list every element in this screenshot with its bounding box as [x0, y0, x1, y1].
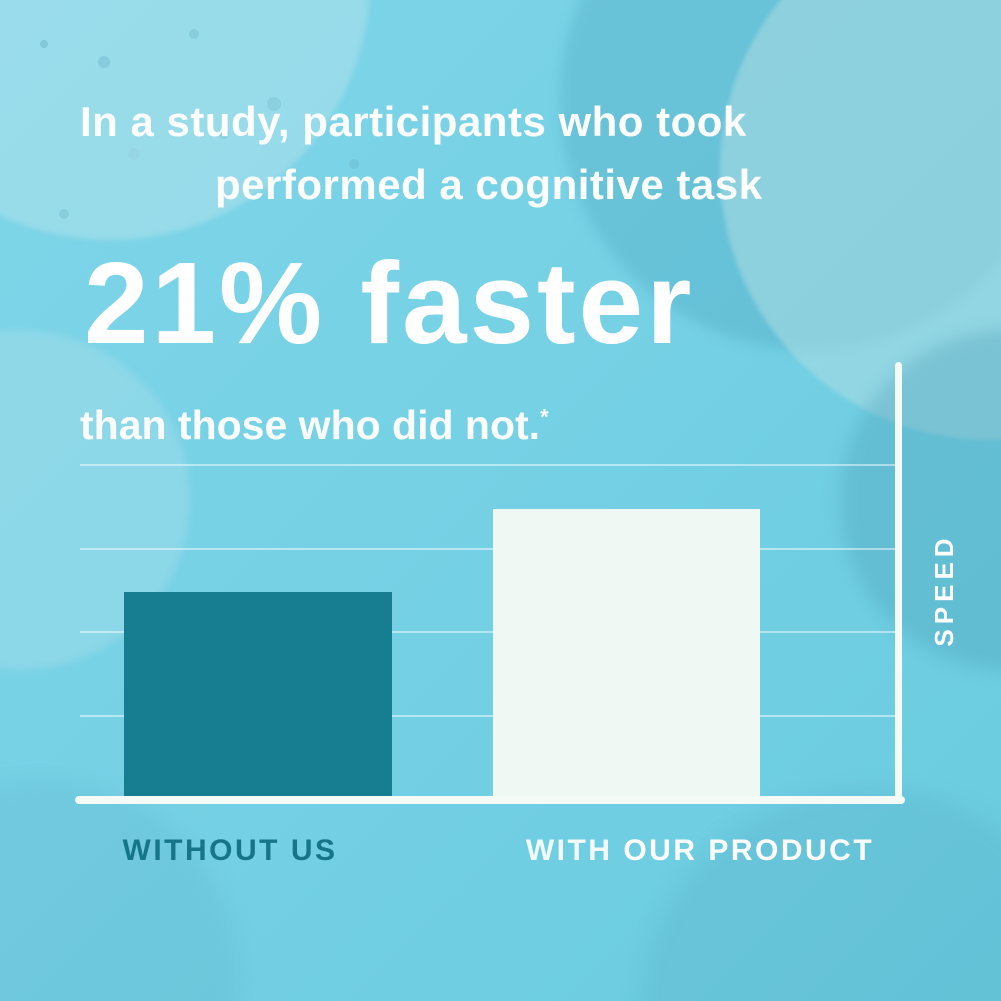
- label-space: [280, 834, 291, 867]
- stat-value: 21% faster: [84, 238, 695, 368]
- y-axis-label: SPEED: [929, 533, 959, 647]
- shadow-shape-bottom-left: [0, 780, 240, 1001]
- x-label-without-us: WITHOUT US: [60, 834, 400, 868]
- label-space: [612, 834, 623, 867]
- x-label-with-emphasis: OUR PRODUCT: [623, 834, 875, 867]
- gridline: [80, 548, 895, 550]
- gridline: [80, 715, 895, 717]
- headline-line-1: In a study, participants who took: [80, 98, 747, 145]
- footnote-asterisk: *: [540, 404, 549, 430]
- speckle-texture: [40, 40, 48, 48]
- headline-line-2: performed a cognitive task: [215, 161, 763, 208]
- x-axis-line: [75, 796, 905, 804]
- shadow-shape-bottom-right: [640, 790, 1001, 1001]
- x-label-with-our-product: WITH OUR PRODUCT: [510, 834, 890, 868]
- gridline: [80, 631, 895, 633]
- bar-without-us: [124, 592, 392, 796]
- stat-footnote: than those who did not.*: [80, 402, 549, 449]
- bar-with-our-product: [493, 509, 760, 796]
- x-label-without-prefix: WITHOUT: [122, 834, 280, 867]
- stat-footnote-text: than those who did not.: [80, 402, 541, 448]
- x-label-with-prefix: WITH: [525, 834, 613, 867]
- gridline: [80, 464, 895, 466]
- pill-shape-top-right: [720, 0, 1001, 440]
- x-label-without-emphasis: US: [290, 834, 338, 867]
- y-axis-line: [895, 362, 902, 804]
- pill-shape-right: [840, 330, 1001, 670]
